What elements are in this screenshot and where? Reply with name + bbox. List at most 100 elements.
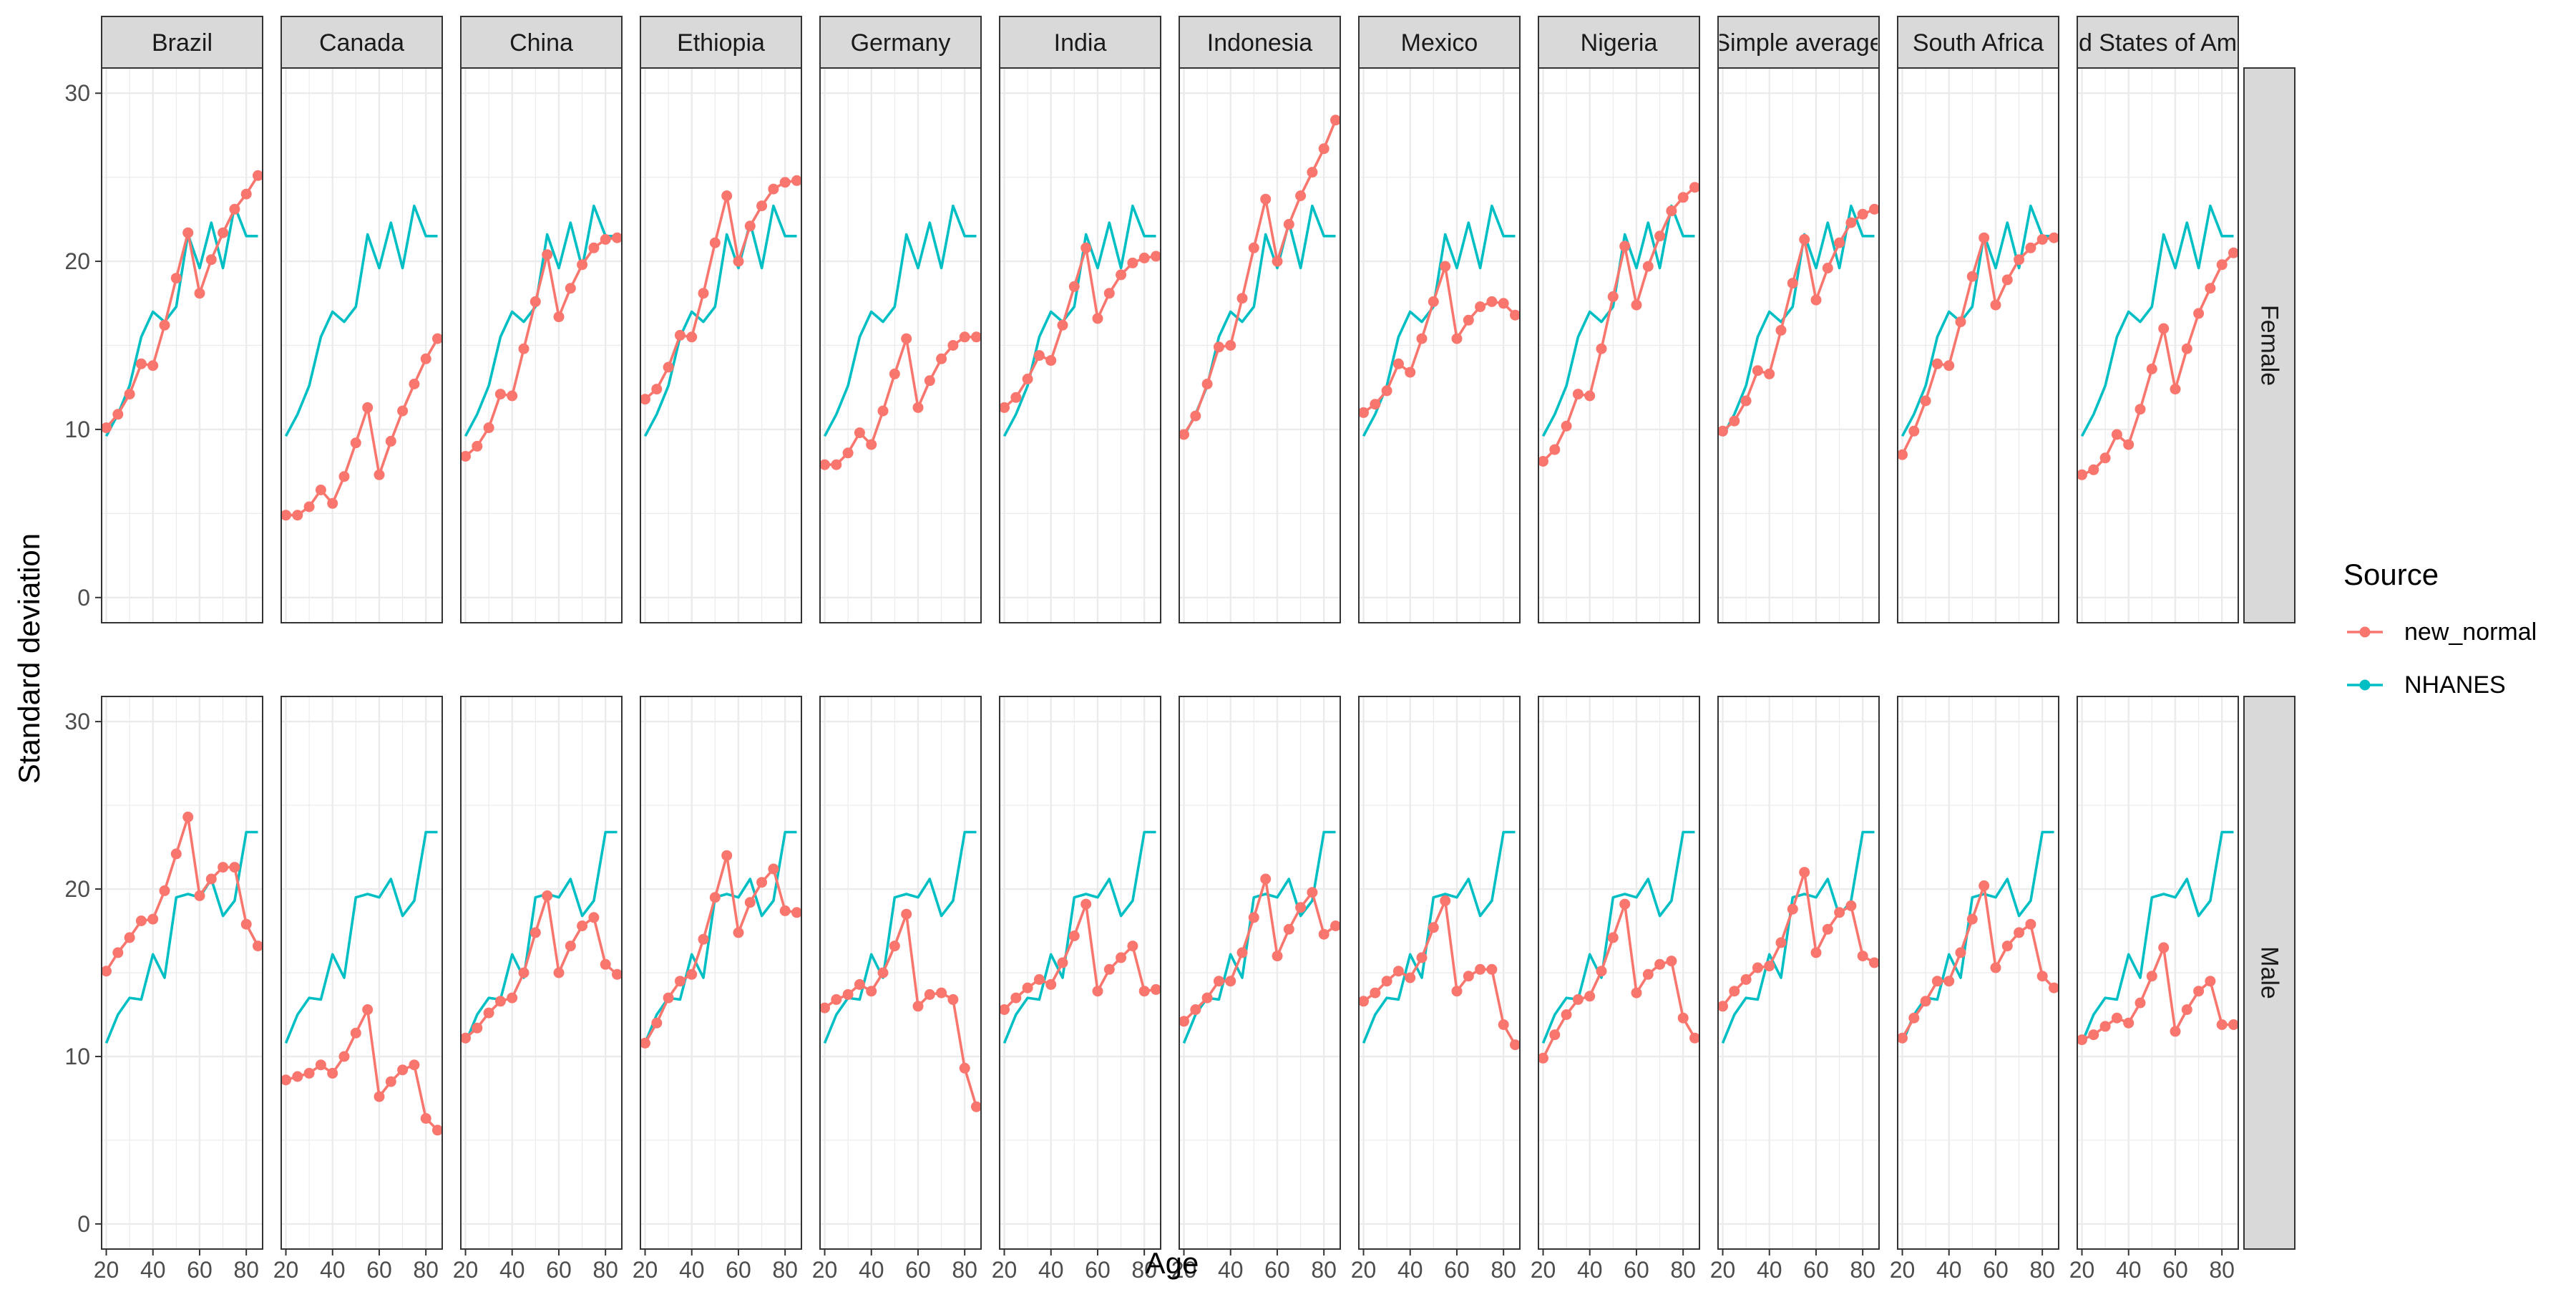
- x-tick-label: 60: [905, 1257, 931, 1283]
- data-point-new-normal: [1764, 368, 1775, 379]
- data-point-new-normal: [947, 994, 959, 1005]
- data-point-new-normal: [640, 394, 650, 405]
- data-point-new-normal: [1931, 358, 1943, 369]
- data-point-new-normal: [542, 890, 553, 901]
- x-tick-label: 80: [2209, 1257, 2235, 1283]
- panel-border: [460, 696, 623, 1250]
- data-point-new-normal: [901, 908, 912, 920]
- data-point-new-normal: [1775, 324, 1787, 336]
- data-point-new-normal: [1822, 263, 1833, 273]
- series-line-nhanes: [1002, 830, 1156, 1044]
- data-point-new-normal: [2049, 232, 2059, 243]
- data-point-new-normal: [253, 170, 263, 181]
- data-point-new-normal: [1248, 912, 1259, 923]
- data-point-new-normal: [1897, 1032, 1908, 1044]
- data-point-new-normal: [1966, 913, 1978, 925]
- data-point-new-normal: [2216, 259, 2228, 271]
- data-point-new-normal: [1236, 947, 1248, 958]
- data-point-new-normal: [2077, 1034, 2087, 1046]
- data-point-new-normal: [2170, 1026, 2181, 1037]
- row-strip-label: Male: [2256, 946, 2283, 999]
- data-point-new-normal: [518, 343, 530, 354]
- panel-border: [280, 67, 443, 623]
- data-point-new-normal: [1295, 190, 1307, 201]
- x-tick-label: 20: [1531, 1257, 1556, 1283]
- data-point-new-normal: [182, 227, 194, 238]
- data-point-new-normal: [159, 319, 170, 331]
- facet-label: South Africa: [1913, 29, 2044, 57]
- data-point-new-normal: [1260, 873, 1272, 885]
- data-point-new-normal: [159, 885, 170, 896]
- data-point-new-normal: [1920, 996, 1931, 1007]
- series-line-nhanes: [284, 204, 438, 437]
- data-point-new-normal: [612, 232, 623, 243]
- data-point-new-normal: [901, 333, 912, 344]
- data-point-new-normal: [280, 510, 291, 521]
- data-point-new-normal: [1740, 395, 1752, 407]
- data-point-new-normal: [553, 967, 565, 978]
- y-tick-label: 10: [64, 417, 90, 442]
- data-point-new-normal: [1045, 355, 1057, 366]
- data-point-new-normal: [1486, 296, 1498, 307]
- data-point-new-normal: [1822, 923, 1833, 935]
- data-point-new-normal: [1440, 895, 1451, 906]
- facet-strip: [280, 16, 443, 69]
- data-point-new-normal: [2036, 234, 2048, 245]
- data-point-new-normal: [842, 989, 854, 1000]
- data-point-new-normal: [135, 915, 147, 926]
- data-point-new-normal: [924, 375, 935, 387]
- panel-border: [640, 696, 802, 1250]
- y-tick-label: 10: [64, 1044, 90, 1069]
- data-point-new-normal: [2099, 1021, 2111, 1032]
- facet-strip: [999, 16, 1161, 69]
- data-point-new-normal: [1845, 900, 1857, 911]
- data-point-new-normal: [565, 941, 576, 952]
- series-line-nhanes: [1901, 204, 2054, 437]
- data-point-new-normal: [831, 459, 842, 470]
- data-point-new-normal: [1717, 425, 1728, 437]
- data-point-new-normal: [292, 510, 303, 521]
- data-point-new-normal: [889, 941, 900, 952]
- data-point-new-normal: [432, 1125, 443, 1136]
- data-point-new-normal: [1151, 251, 1161, 262]
- data-point-new-normal: [1677, 192, 1689, 203]
- data-point-new-normal: [1869, 957, 1880, 968]
- facet-label: Simple average: [1714, 29, 1883, 57]
- series-line-nhanes: [823, 204, 977, 437]
- facet-strip: [2077, 16, 2239, 69]
- data-point-new-normal: [1127, 941, 1138, 952]
- data-point-new-normal: [2001, 274, 2013, 286]
- y-tick-label: 20: [64, 248, 90, 274]
- data-point-new-normal: [2158, 323, 2170, 334]
- x-tick-label: 40: [1397, 1257, 1423, 1283]
- data-point-new-normal: [1033, 973, 1045, 985]
- data-point-new-normal: [1584, 390, 1596, 402]
- data-point-new-normal: [1463, 971, 1474, 982]
- data-point-new-normal: [205, 254, 217, 266]
- legend-key-point: [2359, 626, 2371, 638]
- data-point-new-normal: [842, 447, 854, 459]
- data-point-new-normal: [2111, 429, 2122, 440]
- data-point-new-normal: [971, 1101, 982, 1112]
- data-point-new-normal: [542, 249, 553, 261]
- data-point-new-normal: [1498, 1019, 1509, 1030]
- data-point-new-normal: [1857, 951, 1868, 962]
- data-point-new-normal: [1486, 963, 1498, 975]
- data-point-new-normal: [1428, 296, 1439, 307]
- data-point-new-normal: [744, 220, 756, 232]
- x-tick-label: 60: [1983, 1257, 2009, 1283]
- x-tick-label: 80: [592, 1257, 618, 1283]
- facet-strip: [1358, 16, 1521, 69]
- data-point-new-normal: [2205, 976, 2216, 987]
- data-point-new-normal: [1330, 921, 1341, 931]
- data-point-new-normal: [1677, 1012, 1689, 1024]
- data-point-new-normal: [229, 862, 240, 873]
- data-point-new-normal: [2123, 439, 2135, 450]
- data-point-new-normal: [194, 288, 205, 299]
- facet-label: India: [1054, 29, 1107, 57]
- x-tick-label: 60: [366, 1257, 392, 1283]
- data-point-new-normal: [2014, 254, 2025, 266]
- x-tick-label: 40: [1577, 1257, 1603, 1283]
- series-line-nhanes: [1362, 830, 1516, 1044]
- x-tick-label: 80: [2029, 1257, 2055, 1283]
